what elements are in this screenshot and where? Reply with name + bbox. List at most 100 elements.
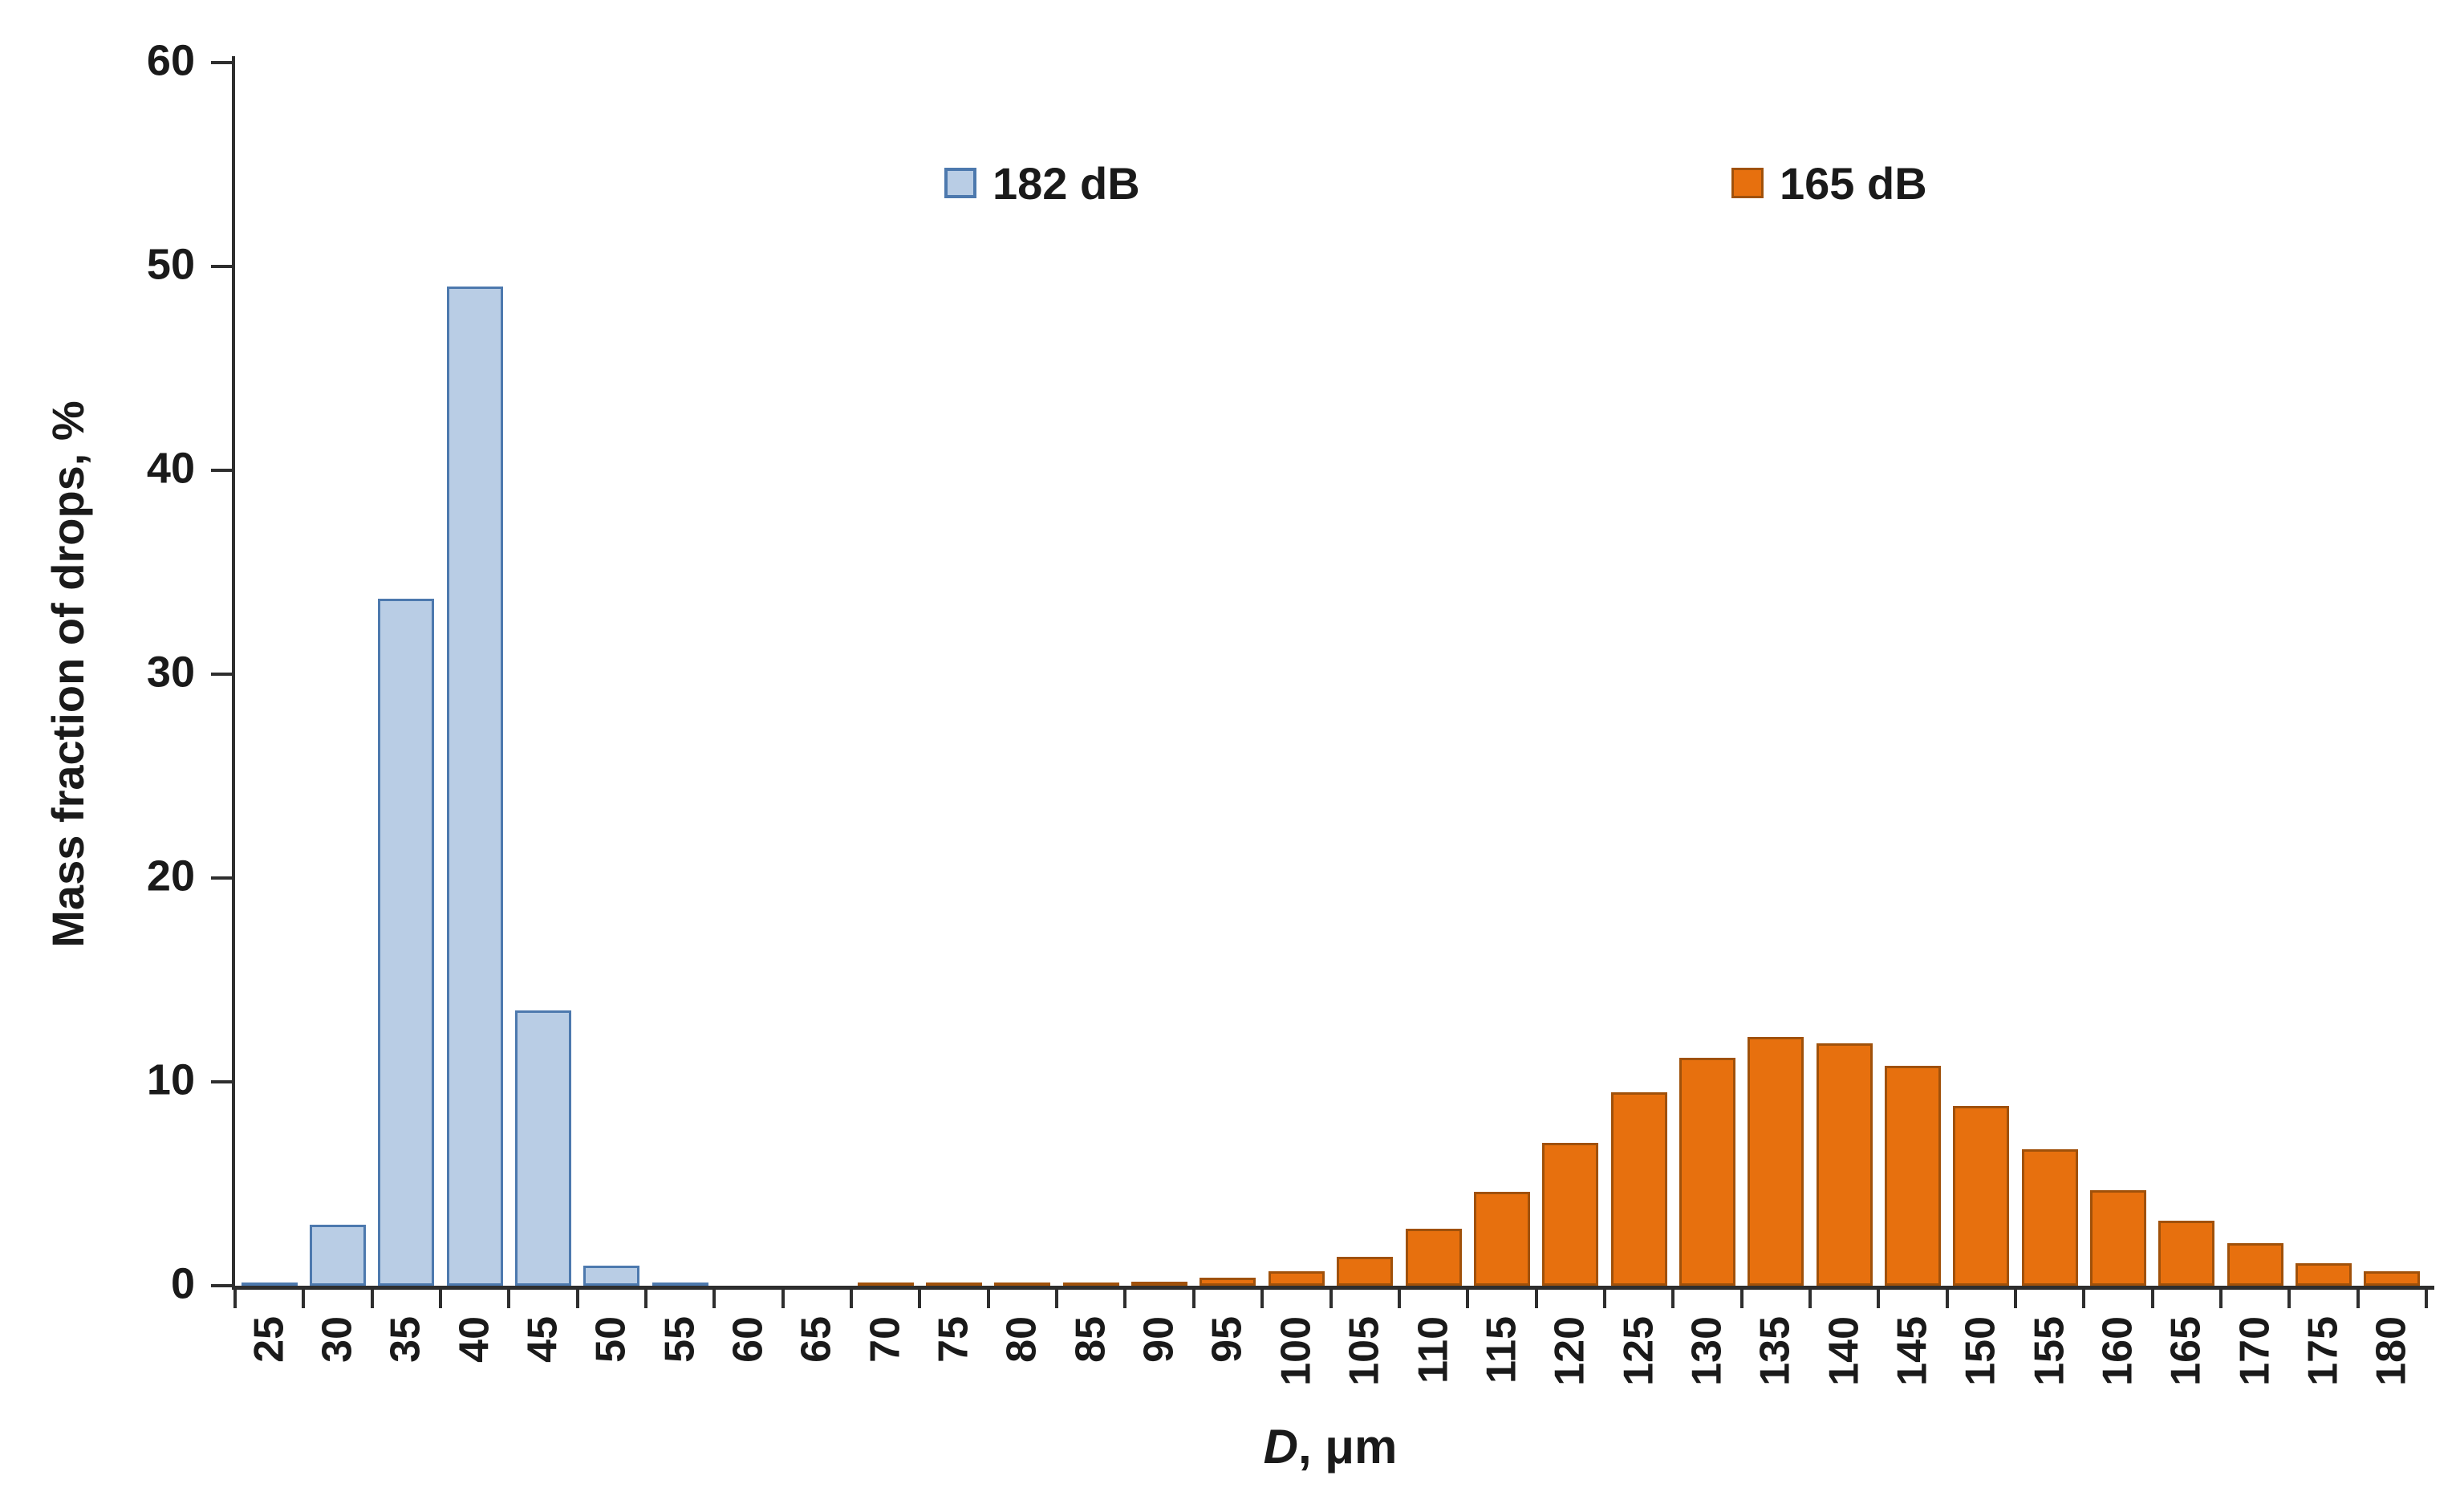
bar-165dB-160 — [2089, 1189, 2146, 1286]
x-tick-label-130: 130 — [1683, 1316, 1731, 1386]
x-tick-15 — [1260, 1289, 1264, 1308]
x-tick-11 — [986, 1289, 990, 1308]
bar-165dB-110 — [1405, 1228, 1462, 1286]
x-tick-12 — [1055, 1289, 1059, 1308]
x-tick-19 — [1534, 1289, 1538, 1308]
x-tick-24 — [1877, 1289, 1881, 1308]
bar-182dB-30 — [310, 1224, 367, 1286]
legend-item-182db: 182 dB — [944, 157, 1140, 209]
bar-165dB-140 — [1816, 1043, 1873, 1286]
y-axis-line — [232, 56, 235, 1289]
legend-label-182db: 182 dB — [993, 157, 1140, 209]
x-tick-label-35: 35 — [382, 1316, 429, 1363]
x-tick-label-95: 95 — [1204, 1316, 1251, 1363]
x-tick-8 — [781, 1289, 785, 1308]
bar-165dB-130 — [1679, 1057, 1735, 1286]
bar-182dB-45 — [515, 1010, 572, 1286]
x-tick-label-40: 40 — [451, 1316, 498, 1363]
bar-165dB-95 — [1200, 1277, 1256, 1286]
x-tick-3 — [439, 1289, 443, 1308]
x-axis-title: D, μm — [1264, 1419, 1398, 1474]
x-tick-label-85: 85 — [1067, 1316, 1114, 1363]
y-tick-label-50: 50 — [146, 240, 195, 289]
y-tick-10 — [211, 1080, 232, 1083]
legend-label-165db: 165 dB — [1780, 157, 1927, 209]
x-tick-label-80: 80 — [998, 1316, 1045, 1363]
x-tick-label-45: 45 — [519, 1316, 566, 1363]
legend-swatch-182db — [944, 168, 976, 198]
y-tick-label-0: 0 — [170, 1259, 195, 1308]
x-tick-23 — [1808, 1289, 1812, 1308]
x-tick-16 — [1329, 1289, 1333, 1308]
x-tick-2 — [370, 1289, 374, 1308]
y-tick-60 — [211, 61, 232, 64]
x-tick-28 — [2150, 1289, 2154, 1308]
y-tick-40 — [211, 469, 232, 472]
x-tick-9 — [850, 1289, 854, 1308]
x-tick-label-90: 90 — [1135, 1316, 1183, 1363]
x-tick-27 — [2082, 1289, 2086, 1308]
x-tick-label-125: 125 — [1614, 1316, 1662, 1386]
bar-165dB-105 — [1337, 1257, 1394, 1286]
y-tick-20 — [211, 876, 232, 880]
x-tick-label-135: 135 — [1752, 1316, 1799, 1386]
x-tick-6 — [644, 1289, 648, 1308]
bar-165dB-170 — [2227, 1242, 2283, 1286]
x-tick-32 — [2425, 1289, 2428, 1308]
x-axis-title-unit: , μm — [1297, 1420, 1398, 1474]
bar-182dB-40 — [446, 287, 503, 1286]
x-tick-26 — [2013, 1289, 2017, 1308]
x-tick-5 — [575, 1289, 579, 1308]
bar-165dB-135 — [1748, 1037, 1804, 1286]
x-tick-label-155: 155 — [2026, 1316, 2073, 1386]
x-axis-title-variable: D — [1263, 1420, 1298, 1474]
x-tick-25 — [1945, 1289, 1949, 1308]
legend-item-165db: 165 dB — [1731, 157, 1927, 209]
x-tick-label-165: 165 — [2162, 1316, 2210, 1386]
bar-165dB-180 — [2364, 1271, 2421, 1286]
x-tick-label-60: 60 — [725, 1316, 772, 1363]
x-tick-label-180: 180 — [2368, 1316, 2415, 1386]
y-tick-label-40: 40 — [146, 444, 195, 493]
x-tick-29 — [2218, 1289, 2222, 1308]
y-tick-label-10: 10 — [146, 1055, 195, 1104]
x-tick-13 — [1123, 1289, 1127, 1308]
x-tick-label-100: 100 — [1273, 1316, 1320, 1386]
bar-165dB-150 — [1953, 1106, 2010, 1286]
x-tick-7 — [712, 1289, 716, 1308]
x-tick-label-110: 110 — [1409, 1316, 1456, 1384]
x-axis-line — [232, 1286, 2434, 1290]
x-tick-17 — [1397, 1289, 1401, 1308]
legend-swatch-165db — [1731, 168, 1764, 198]
bar-165dB-120 — [1542, 1143, 1599, 1286]
x-tick-label-145: 145 — [1889, 1316, 1936, 1386]
bar-182dB-35 — [378, 599, 435, 1286]
x-tick-label-120: 120 — [1546, 1316, 1593, 1386]
x-tick-label-175: 175 — [2300, 1316, 2347, 1386]
bar-165dB-165 — [2158, 1220, 2215, 1286]
x-tick-30 — [2287, 1289, 2291, 1308]
x-tick-21 — [1671, 1289, 1675, 1308]
x-tick-label-30: 30 — [314, 1316, 361, 1363]
y-tick-0 — [211, 1284, 232, 1287]
x-tick-label-70: 70 — [862, 1316, 909, 1363]
x-tick-label-115: 115 — [1478, 1316, 1525, 1384]
bar-165dB-100 — [1268, 1271, 1325, 1286]
y-tick-label-60: 60 — [146, 36, 195, 85]
x-tick-0 — [233, 1289, 237, 1308]
bar-165dB-145 — [1884, 1065, 1941, 1286]
x-tick-label-105: 105 — [1341, 1316, 1388, 1386]
x-tick-label-65: 65 — [793, 1316, 840, 1363]
x-tick-label-50: 50 — [587, 1316, 635, 1363]
x-tick-label-160: 160 — [2094, 1316, 2141, 1386]
bar-165dB-175 — [2295, 1263, 2352, 1286]
x-tick-label-170: 170 — [2231, 1316, 2279, 1386]
bar-165dB-115 — [1473, 1192, 1530, 1286]
x-tick-label-150: 150 — [1957, 1316, 2004, 1386]
x-tick-14 — [1191, 1289, 1195, 1308]
x-tick-20 — [1602, 1289, 1606, 1308]
y-tick-label-30: 30 — [146, 648, 195, 697]
x-tick-1 — [302, 1289, 306, 1308]
x-tick-4 — [507, 1289, 511, 1308]
x-tick-label-55: 55 — [656, 1316, 704, 1363]
